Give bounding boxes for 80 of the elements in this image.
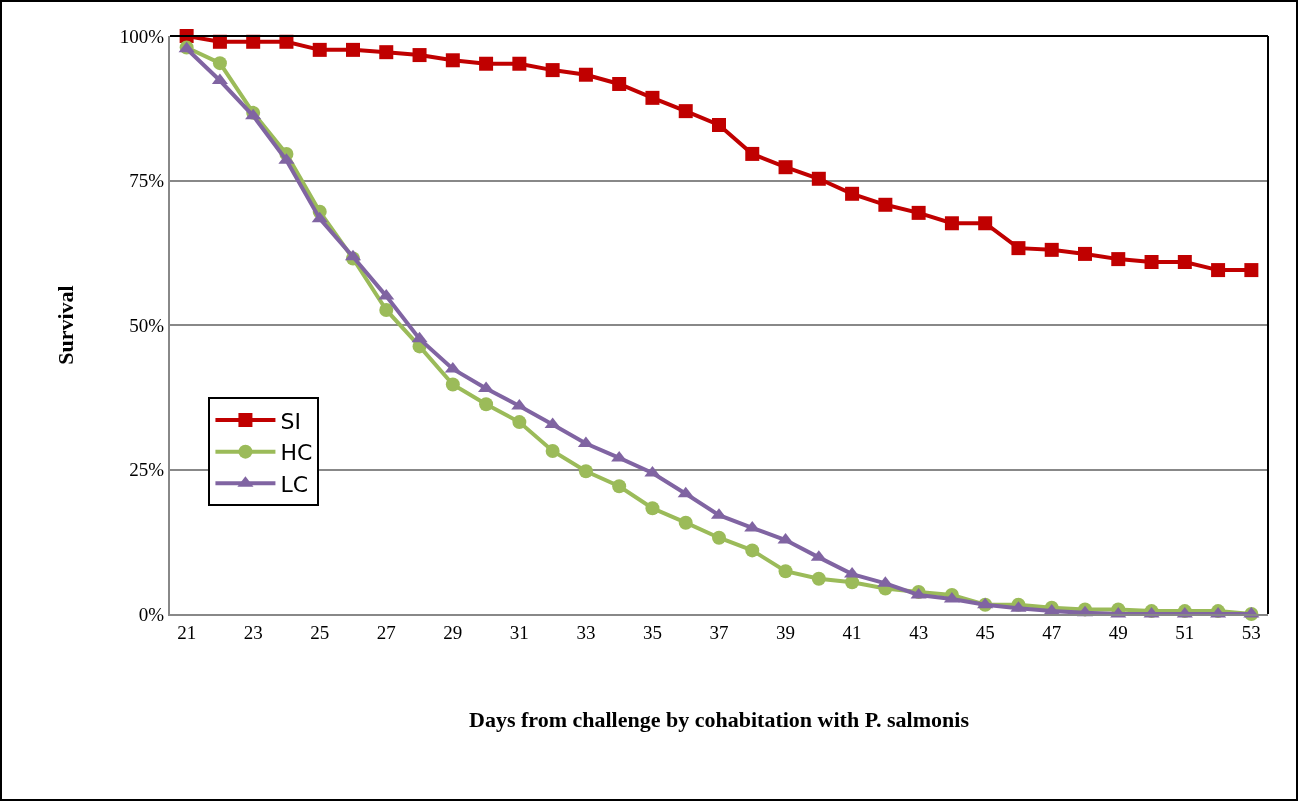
point [778, 564, 793, 579]
point [412, 48, 427, 63]
point [778, 160, 793, 175]
point [645, 90, 660, 105]
x-tick-label: 53 [1241, 621, 1261, 643]
point [612, 479, 627, 494]
x-tick-label: 47 [1042, 621, 1062, 643]
y-tick-label: 0% [138, 603, 165, 625]
y-axis-title: Survival [53, 285, 79, 365]
point [1078, 246, 1092, 261]
point [678, 515, 693, 530]
y-tick-label: 100% [119, 25, 165, 47]
point [878, 197, 893, 212]
x-tick-label: 51 [1175, 621, 1195, 643]
point [1177, 255, 1192, 269]
x-tick-label: 41 [842, 621, 862, 643]
x-tick-label: 29 [443, 621, 463, 643]
x-tick-label: 25 [310, 621, 330, 643]
x-tick-label: 45 [975, 621, 995, 643]
point [211, 73, 228, 85]
point [1011, 241, 1026, 256]
y-tick-label: 25% [129, 459, 165, 481]
point [644, 465, 661, 477]
point [978, 216, 993, 231]
point [478, 381, 495, 393]
point [512, 415, 527, 430]
point [346, 42, 360, 57]
point [677, 486, 694, 498]
point [545, 444, 560, 458]
point [911, 205, 926, 220]
x-tick-label: 33 [576, 621, 596, 643]
point [611, 450, 628, 462]
y-tick-label: 50% [129, 314, 165, 336]
x-tick-label: 31 [509, 621, 529, 643]
point [479, 56, 494, 71]
point [312, 42, 327, 57]
x-tick-label: 49 [1108, 621, 1128, 643]
point [845, 186, 860, 201]
point [545, 63, 560, 78]
legend-label: HC [280, 440, 313, 466]
point [578, 464, 593, 479]
point [1211, 263, 1226, 278]
legend-label: LC [280, 471, 309, 497]
point [645, 501, 660, 516]
point [379, 302, 394, 317]
point [1244, 263, 1259, 278]
point [612, 76, 627, 91]
point [944, 216, 959, 231]
point [379, 45, 394, 60]
y-tick-label: 75% [129, 170, 165, 192]
point [479, 397, 494, 412]
x-tick-label: 39 [776, 621, 796, 643]
x-tick-label: 37 [709, 621, 729, 643]
point [578, 67, 593, 82]
x-tick-label: 23 [243, 621, 263, 643]
x-tick-label: 43 [909, 621, 929, 643]
point [1111, 252, 1126, 267]
point [712, 118, 726, 133]
point [943, 591, 960, 603]
x-tick-label: 27 [376, 621, 396, 643]
point [712, 530, 726, 545]
point [511, 398, 528, 410]
x-tick-label: 35 [642, 621, 662, 643]
point [1044, 242, 1059, 257]
point [678, 104, 693, 119]
point [444, 361, 461, 373]
point [1144, 255, 1159, 269]
point [811, 571, 826, 586]
point [445, 377, 460, 392]
point [411, 331, 428, 343]
legend-label: SI [280, 408, 301, 434]
point [212, 56, 227, 71]
x-axis-title: Days from challenge by cohabitation with P. salmonis [469, 707, 970, 733]
point [512, 56, 527, 71]
x-tick-label: 21 [177, 621, 197, 643]
point [311, 211, 328, 223]
point [811, 171, 826, 186]
point [745, 146, 760, 161]
point [745, 543, 760, 558]
point [445, 53, 460, 68]
